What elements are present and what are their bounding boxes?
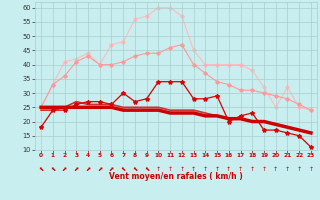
X-axis label: Vent moyen/en rafales ( km/h ): Vent moyen/en rafales ( km/h ) — [109, 172, 243, 181]
